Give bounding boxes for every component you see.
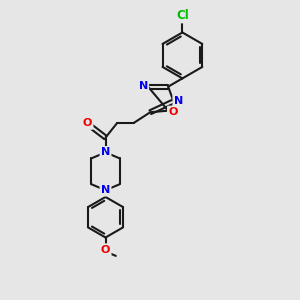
Text: N: N — [101, 147, 110, 158]
Text: O: O — [168, 107, 178, 117]
Text: N: N — [139, 81, 148, 91]
Text: N: N — [174, 96, 183, 106]
Text: O: O — [83, 118, 92, 128]
Text: N: N — [101, 185, 110, 195]
Text: Cl: Cl — [176, 9, 189, 22]
Text: O: O — [101, 245, 110, 255]
